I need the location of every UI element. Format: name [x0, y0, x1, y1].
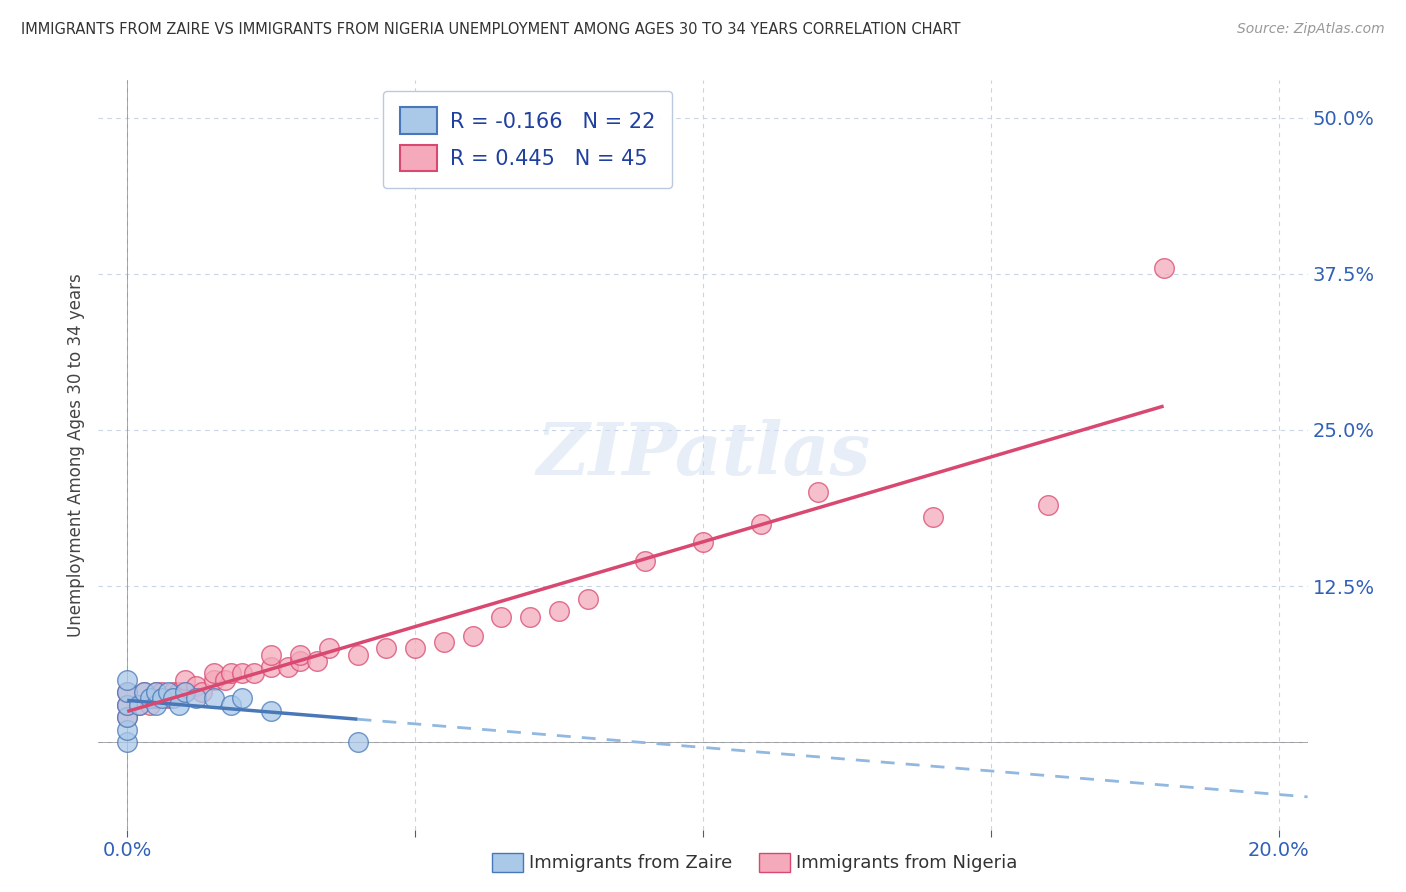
Point [260, 660, 283, 674]
Y-axis label: Unemployment Among Ages 30 to 34 years: Unemployment Among Ages 30 to 34 years [66, 273, 84, 637]
Point [145, 685, 167, 699]
Point [346, 648, 368, 662]
Point [145, 691, 167, 706]
Point [139, 698, 162, 712]
Point [115, 710, 138, 724]
Point [128, 698, 150, 712]
Point [749, 516, 772, 531]
Point [346, 735, 368, 749]
Text: ZIPatlas: ZIPatlas [536, 419, 870, 491]
Point [1153, 260, 1175, 275]
Point [115, 735, 138, 749]
Point [134, 685, 156, 699]
Point [115, 685, 138, 699]
Point [173, 673, 195, 687]
Point [375, 641, 398, 656]
Point [115, 723, 138, 737]
Point [186, 691, 208, 706]
Point [115, 673, 138, 687]
Point [576, 591, 599, 606]
Point [219, 666, 242, 681]
Point [115, 710, 138, 724]
Point [167, 685, 190, 699]
Point [260, 648, 283, 662]
Point [318, 641, 340, 656]
Point [202, 666, 225, 681]
Point [214, 673, 236, 687]
Point [186, 679, 208, 693]
Point [433, 635, 456, 649]
Point [519, 610, 541, 624]
Point [145, 698, 167, 712]
Point [162, 691, 184, 706]
Legend: R = -0.166   N = 22, R = 0.445   N = 45: R = -0.166 N = 22, R = 0.445 N = 45 [384, 91, 672, 188]
Point [173, 685, 195, 699]
Point [191, 685, 214, 699]
Point [134, 685, 156, 699]
Point [156, 685, 179, 699]
Point [491, 610, 513, 624]
Point [202, 691, 225, 706]
Point [807, 485, 830, 500]
Point [288, 648, 311, 662]
Text: Source: ZipAtlas.com: Source: ZipAtlas.com [1237, 22, 1385, 37]
Point [115, 698, 138, 712]
Point [139, 691, 162, 706]
Point [145, 685, 167, 699]
Point [307, 654, 329, 668]
Point [202, 673, 225, 687]
Text: IMMIGRANTS FROM ZAIRE VS IMMIGRANTS FROM NIGERIA UNEMPLOYMENT AMONG AGES 30 TO 3: IMMIGRANTS FROM ZAIRE VS IMMIGRANTS FROM… [21, 22, 960, 37]
Point [128, 698, 150, 712]
Point [150, 685, 173, 699]
Text: Immigrants from Nigeria: Immigrants from Nigeria [796, 854, 1017, 871]
Point [115, 685, 138, 699]
Point [461, 629, 484, 643]
Point [548, 604, 571, 618]
Point [634, 554, 657, 568]
Point [404, 641, 426, 656]
Point [243, 666, 266, 681]
Point [288, 654, 311, 668]
Point [231, 666, 253, 681]
Point [173, 685, 195, 699]
Point [156, 691, 179, 706]
Point [922, 510, 945, 524]
Point [167, 698, 190, 712]
Point [231, 691, 253, 706]
Point [692, 535, 714, 549]
Point [260, 704, 283, 718]
Point [162, 685, 184, 699]
Point [277, 660, 299, 674]
Point [115, 698, 138, 712]
Text: Immigrants from Zaire: Immigrants from Zaire [529, 854, 733, 871]
Point [150, 691, 173, 706]
Point [1038, 498, 1060, 512]
Point [219, 698, 242, 712]
